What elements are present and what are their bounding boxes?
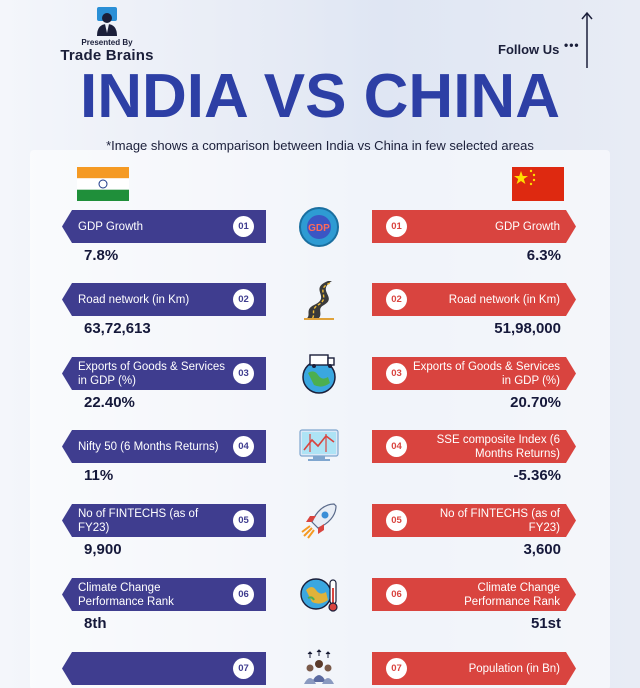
china-value: 20.70%	[510, 394, 561, 411]
row-number-india: 01	[233, 216, 254, 237]
india-value: 9,900	[84, 541, 122, 558]
china-label: No of FINTECHS (as of FY23)	[439, 507, 560, 534]
china-value: 3,600	[523, 541, 561, 558]
page-title: INDIA VS CHINA	[80, 62, 560, 131]
row-number-india: 07	[233, 658, 254, 679]
row-number-india: 05	[233, 510, 254, 531]
row-number-china: 03	[386, 363, 407, 384]
india-label-pill: Road network (in Km)	[62, 283, 266, 316]
india-label-pill: Exports of Goods & Services in GDP (%)	[62, 357, 266, 390]
india-value: 63,72,613	[84, 320, 151, 337]
comparison-row-exports: Exports of Goods & Services in GDP (%) 0…	[0, 354, 640, 427]
gdp-icon: GDP	[298, 206, 340, 248]
india-label-pill: Nifty 50 (6 Months Returns)	[62, 430, 266, 463]
india-label-pill: GDP Growth	[62, 210, 266, 243]
header: Presented By Trade Brains Follow Us ••• …	[0, 0, 640, 153]
row-number-china: 06	[386, 584, 407, 605]
india-label-pill	[62, 652, 266, 685]
china-value: 6.3%	[526, 247, 561, 264]
row-number-india: 03	[233, 363, 254, 384]
comparison-row-gdp-growth: GDP Growth 01 GDP GDP Growth 01 7.8% 6.3…	[0, 207, 640, 280]
gdp-icon-text: GDP	[308, 223, 330, 234]
china-label: Climate Change Performance Rank	[464, 581, 560, 608]
china-value: 51,98,000	[494, 320, 561, 337]
china-value: 51st	[530, 615, 561, 632]
presenter-icon	[94, 6, 120, 36]
rocket-icon	[298, 500, 340, 542]
more-dots-icon: •••	[564, 38, 580, 52]
china-label: SSE composite Index (6 Months Returns)	[436, 433, 560, 460]
india-value: 7.8%	[84, 247, 119, 264]
chart-monitor-icon	[298, 426, 340, 468]
arrow-up-icon	[580, 10, 594, 75]
india-label: Nifty 50 (6 Months Returns)	[78, 440, 219, 453]
comparison-row-fintechs: No of FINTECHS (as of FY23) 05 No of FIN…	[0, 503, 640, 574]
india-label-pill: No of FINTECHS (as of FY23)	[62, 504, 266, 537]
comparison-row-climate-rank: Climate Change Performance Rank 06 Clima…	[0, 578, 640, 648]
china-value: -5.36%	[513, 467, 561, 484]
india-value: 22.40%	[84, 394, 135, 411]
page-subtitle: *Image shows a comparison between India …	[106, 138, 534, 153]
india-label: Climate Change Performance Rank	[78, 581, 174, 608]
row-number-india: 04	[233, 436, 254, 457]
follow-us-label[interactable]: Follow Us	[498, 42, 560, 57]
china-label: Road network (in Km)	[448, 293, 560, 306]
china-label: Population (in Bn)	[468, 662, 560, 675]
row-number-china: 01	[386, 216, 407, 237]
china-label: GDP Growth	[495, 220, 560, 233]
row-number-india: 02	[233, 289, 254, 310]
row-number-china: 07	[386, 658, 407, 679]
china-label: Exports of Goods & Services in GDP (%)	[412, 360, 560, 387]
india-label: Road network (in Km)	[78, 293, 190, 306]
row-number-india: 06	[233, 584, 254, 605]
comparison-row-population: 07 Population (in Bn) 07	[0, 649, 640, 688]
globe-truck-icon	[298, 353, 340, 395]
brand-name: Trade Brains	[60, 47, 154, 64]
india-label: No of FINTECHS (as of FY23)	[78, 507, 199, 534]
india-flag-icon	[77, 167, 129, 201]
trade-brains-logo: Presented By Trade Brains	[52, 6, 162, 64]
row-number-china: 02	[386, 289, 407, 310]
row-number-china: 05	[386, 510, 407, 531]
india-label: GDP Growth	[78, 220, 143, 233]
globe-thermometer-icon	[298, 574, 340, 616]
india-label-pill: Climate Change Performance Rank	[62, 578, 266, 611]
population-icon	[298, 648, 340, 688]
presented-by-label: Presented By	[81, 38, 133, 47]
india-value: 8th	[84, 615, 107, 632]
india-value: 11%	[84, 467, 114, 484]
comparison-row-road-network: Road network (in Km) 02 Road network (in…	[0, 281, 640, 353]
comparison-row-index-returns: Nifty 50 (6 Months Returns) 04 SSE compo…	[0, 429, 640, 500]
india-label: Exports of Goods & Services in GDP (%)	[78, 360, 226, 387]
road-icon	[298, 279, 340, 321]
row-number-china: 04	[386, 436, 407, 457]
china-flag-icon	[512, 167, 564, 201]
